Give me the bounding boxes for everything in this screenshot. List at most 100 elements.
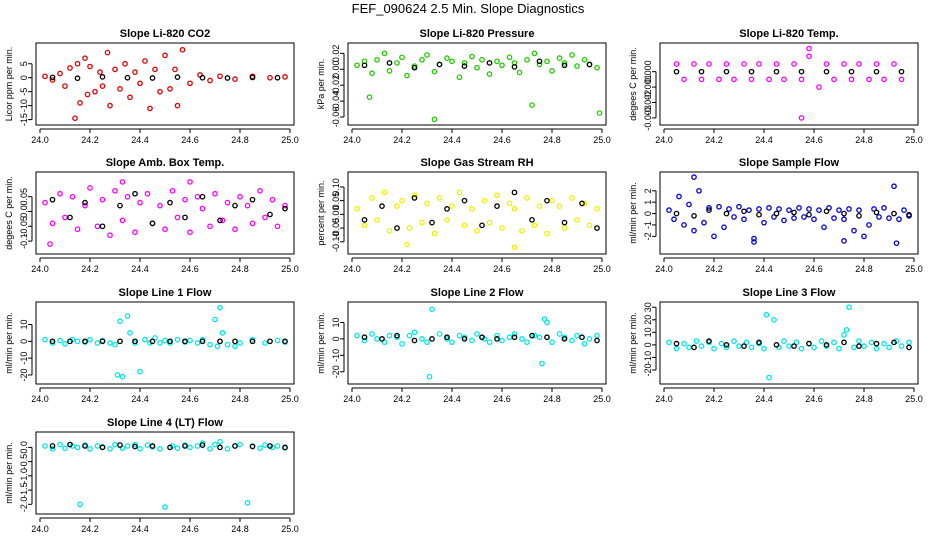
data-point: [736, 203, 742, 210]
data-point: [806, 340, 812, 347]
data-point: [174, 74, 181, 81]
data-point: [149, 75, 156, 81]
data-point: [399, 197, 405, 204]
chart-panel: Slope Li-820 Temp. 24.0 24.2 24.4 24.6 24.8 25…: [628, 28, 923, 145]
x-tick-label: 24.8: [231, 135, 249, 145]
y-tick-label: -0.002: [643, 90, 653, 116]
data-series: [361, 58, 593, 71]
data-point: [107, 340, 113, 346]
x-tick-label: 24.2: [81, 524, 99, 534]
data-point: [561, 336, 568, 342]
data-point: [851, 344, 857, 351]
x-tick-label: 24.2: [705, 264, 723, 274]
data-point: [167, 338, 173, 345]
x-tick-label: 24.2: [393, 264, 411, 274]
data-point: [841, 238, 847, 244]
data-point: [676, 193, 682, 200]
data-point: [531, 50, 538, 57]
data-point: [74, 444, 81, 451]
data-point: [506, 334, 513, 341]
y-tick-label: 1: [643, 200, 653, 205]
data-point: [179, 46, 186, 53]
data-point: [117, 202, 123, 209]
data-point: [207, 223, 213, 230]
chart-title: Slope Line 1 Flow: [119, 287, 212, 299]
data-point: [399, 54, 405, 61]
data-point: [681, 222, 687, 228]
data-point: [361, 62, 368, 69]
data-point: [82, 55, 88, 62]
data-point: [511, 189, 518, 196]
x-tick-label: 24.8: [855, 135, 873, 145]
data-point: [569, 195, 575, 201]
data-point: [586, 222, 593, 229]
data-point: [731, 214, 737, 220]
data-point: [142, 58, 148, 64]
x-tick-label: 24.2: [81, 135, 99, 145]
data-point: [84, 91, 91, 98]
x-tick-label: 24.4: [755, 135, 773, 145]
data-point: [781, 217, 787, 224]
data-point: [756, 339, 762, 346]
data-point: [469, 53, 475, 60]
page-title: FEF_090624 2.5 Min. Slope Diagnostics: [352, 1, 585, 16]
data-point: [444, 217, 450, 223]
data-point: [274, 443, 281, 449]
data-point: [811, 216, 817, 223]
data-point: [419, 219, 425, 226]
data-point: [162, 504, 168, 511]
data-point: [67, 441, 73, 448]
data-point: [873, 61, 880, 67]
data-point: [361, 334, 368, 341]
y-axis-label: percent per min.: [316, 180, 326, 245]
data-point: [449, 203, 455, 209]
data-point: [681, 340, 687, 347]
data-point: [706, 207, 712, 214]
x-tick-label: 25.0: [281, 264, 299, 274]
data-point: [461, 63, 468, 69]
data-point: [469, 337, 475, 344]
data-point: [82, 199, 88, 206]
data-point: [766, 374, 772, 381]
data-point: [199, 193, 206, 200]
data-point: [57, 441, 63, 448]
plot-frame: [659, 171, 919, 255]
data-point: [486, 71, 493, 77]
data-point: [49, 443, 56, 449]
data-point: [531, 222, 538, 229]
data-point: [731, 76, 737, 83]
data-point: [456, 332, 463, 339]
chart-panel: Slope Line 3 Flow 24.0 24.2 24.4 24.6 24.8 25.…: [628, 287, 923, 404]
data-series: [49, 74, 281, 82]
x-axis: 24.0 24.2 24.4 24.6 24.8 25.0: [31, 257, 299, 274]
data-point: [673, 61, 680, 67]
x-tick-label: 24.4: [443, 394, 461, 404]
data-point: [107, 232, 113, 239]
data-point: [167, 199, 173, 206]
y-axis-label: ml/min per min.: [628, 182, 638, 244]
data-point: [449, 339, 455, 346]
y-tick-label: 10: [331, 317, 341, 327]
data-point: [574, 332, 580, 339]
data-point: [831, 76, 837, 83]
data-point: [701, 219, 707, 226]
chart-title: Slope Line 2 Flow: [431, 287, 524, 299]
data-point: [431, 116, 438, 123]
data-point: [249, 74, 256, 81]
data-point: [751, 235, 757, 242]
data-point: [818, 338, 825, 344]
data-point: [519, 227, 525, 234]
x-tick-label: 24.8: [543, 264, 561, 274]
data-point: [182, 214, 188, 221]
x-tick-label: 24.2: [705, 135, 723, 145]
data-point: [249, 338, 256, 345]
data-series: [673, 45, 905, 121]
data-point: [494, 192, 500, 199]
data-point: [696, 187, 702, 194]
data-point: [386, 68, 393, 74]
data-point: [274, 223, 281, 230]
data-point: [776, 206, 782, 212]
chart-panel: Slope Line 1 Flow 24.0 24.2 24.4 24.6 24.8 25.…: [4, 287, 299, 404]
